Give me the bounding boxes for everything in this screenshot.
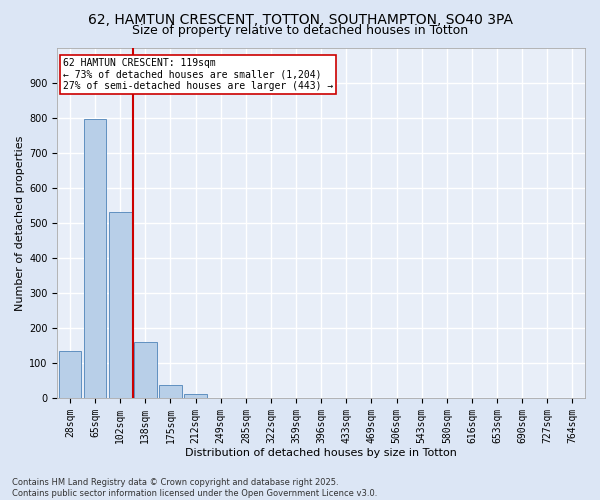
Text: Size of property relative to detached houses in Totton: Size of property relative to detached ho… (132, 24, 468, 37)
Text: Contains HM Land Registry data © Crown copyright and database right 2025.
Contai: Contains HM Land Registry data © Crown c… (12, 478, 377, 498)
Bar (159, 386, 182, 398)
Bar (59, 351, 81, 399)
Bar (184, 394, 207, 398)
Bar (84, 120, 106, 398)
Text: 62, HAMTUN CRESCENT, TOTTON, SOUTHAMPTON, SO40 3PA: 62, HAMTUN CRESCENT, TOTTON, SOUTHAMPTON… (88, 12, 512, 26)
Y-axis label: Number of detached properties: Number of detached properties (15, 135, 25, 310)
Text: 62 HAMTUN CRESCENT: 119sqm
← 73% of detached houses are smaller (1,204)
27% of s: 62 HAMTUN CRESCENT: 119sqm ← 73% of deta… (62, 58, 333, 91)
Bar (134, 342, 157, 398)
Bar (109, 212, 131, 398)
X-axis label: Distribution of detached houses by size in Totton: Distribution of detached houses by size … (185, 448, 457, 458)
